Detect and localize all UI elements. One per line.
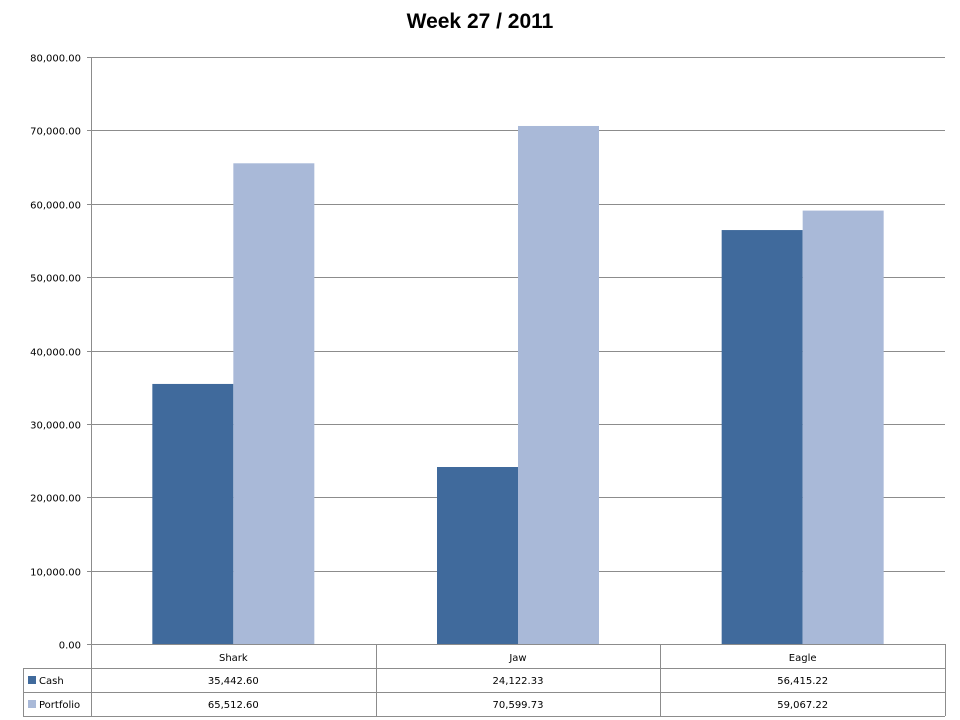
legend-swatch-cash bbox=[28, 676, 36, 684]
y-tick-label: 50,000.00 bbox=[30, 274, 81, 285]
y-axis-ticks: 0.00 10,000.00 20,000.00 30,000.00 40,000.00… bbox=[30, 54, 81, 652]
data-label: 24,122.33 bbox=[493, 676, 544, 687]
y-tick-label: 20,000.00 bbox=[30, 494, 81, 505]
category-label: Eagle bbox=[789, 653, 817, 664]
data-label: 65,512.60 bbox=[208, 700, 259, 711]
bar-portfolio-jaw bbox=[518, 125, 599, 644]
y-tick-label: 10,000.00 bbox=[30, 568, 81, 579]
bar-cash-shark bbox=[152, 383, 234, 644]
y-tick-label: 0.00 bbox=[59, 641, 81, 652]
category-label: Shark bbox=[219, 653, 248, 664]
bar-portfolio-eagle bbox=[802, 210, 884, 644]
y-tick-label: 30,000.00 bbox=[30, 421, 81, 432]
data-label: 56,415.22 bbox=[777, 676, 828, 687]
y-tick-label: 80,000.00 bbox=[30, 54, 81, 65]
y-tick-label: 40,000.00 bbox=[30, 348, 81, 359]
legend-swatch-portfolio bbox=[28, 700, 36, 708]
bars bbox=[152, 125, 884, 644]
data-label: 70,599.73 bbox=[493, 700, 544, 711]
legend-label-portfolio: Portfolio bbox=[39, 700, 80, 711]
bar-cash-eagle bbox=[721, 230, 803, 644]
data-table: Shark Jaw Eagle Cash 35,442.60 24,122.33 56,41… bbox=[23, 644, 946, 717]
category-label: Jaw bbox=[508, 653, 526, 664]
legend-label-cash: Cash bbox=[39, 676, 64, 687]
chart-title: Week 27 / 2011 bbox=[406, 10, 554, 33]
data-label: 59,067.22 bbox=[777, 700, 828, 711]
y-tick-label: 70,000.00 bbox=[30, 127, 81, 138]
bar-portfolio-shark bbox=[233, 163, 315, 644]
bar-cash-jaw bbox=[437, 467, 518, 644]
data-label: 35,442.60 bbox=[208, 676, 259, 687]
y-tick-label: 60,000.00 bbox=[30, 201, 81, 212]
